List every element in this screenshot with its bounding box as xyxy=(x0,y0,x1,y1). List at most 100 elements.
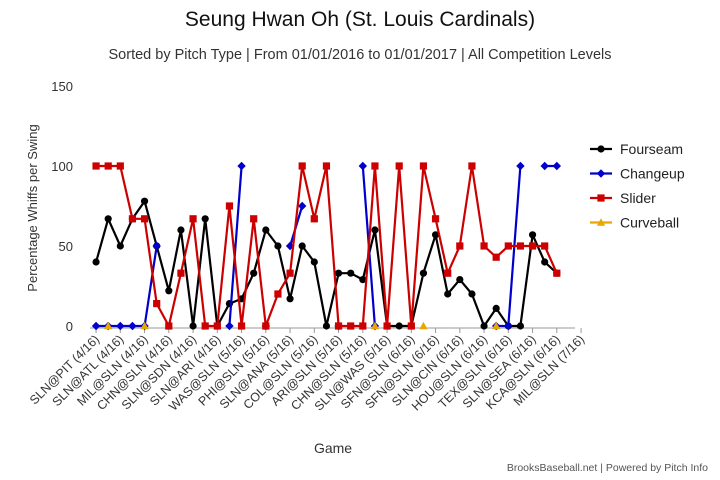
data-point xyxy=(359,322,367,330)
data-point xyxy=(153,300,161,308)
data-point xyxy=(492,253,500,261)
legend-item-slider: Slider xyxy=(590,190,656,206)
y-tick-label: 100 xyxy=(51,159,73,174)
data-point xyxy=(334,322,343,330)
data-point xyxy=(596,169,606,178)
data-point xyxy=(395,322,403,330)
data-point xyxy=(516,242,525,250)
credits: BrooksBaseball.net | Powered by Pitch In… xyxy=(506,462,708,474)
data-point xyxy=(371,162,379,170)
series-curveball xyxy=(103,321,501,330)
data-point xyxy=(116,162,124,170)
data-point xyxy=(104,215,112,223)
data-point xyxy=(358,161,368,171)
data-point xyxy=(103,321,113,330)
data-point xyxy=(419,269,428,277)
series-line xyxy=(95,200,558,328)
legend-item-changeup: Changeup xyxy=(590,166,685,182)
data-point xyxy=(92,258,100,266)
data-point xyxy=(480,242,488,250)
legend-label: Slider xyxy=(620,190,656,206)
legend-label: Changeup xyxy=(620,166,685,182)
x-axis-label: Game xyxy=(314,440,352,456)
y-axis-label: Percentage Whiffs per Swing xyxy=(25,124,40,291)
series-layer xyxy=(91,161,562,331)
data-point xyxy=(262,226,270,234)
data-point xyxy=(492,304,500,312)
data-point xyxy=(250,215,258,223)
data-point xyxy=(104,162,112,170)
data-point xyxy=(395,162,403,170)
data-point xyxy=(407,322,415,330)
x-axis: SLN@PIT (4/16)SLN@ATL (4/16)MIL@SLN (4/1… xyxy=(27,327,587,414)
legend-label: Curveball xyxy=(620,215,679,231)
data-point xyxy=(152,241,161,251)
data-point xyxy=(297,201,307,211)
data-point xyxy=(225,321,234,331)
data-point xyxy=(286,295,294,303)
data-point xyxy=(359,276,367,284)
data-point xyxy=(237,322,246,330)
data-point xyxy=(298,162,306,170)
data-point xyxy=(285,241,295,251)
data-point xyxy=(237,161,246,171)
data-point xyxy=(262,322,270,330)
data-point xyxy=(128,215,137,223)
series-line xyxy=(96,164,558,328)
y-tick-label: 0 xyxy=(66,319,73,334)
data-point xyxy=(201,322,209,330)
data-point xyxy=(444,269,452,277)
data-point xyxy=(491,321,501,330)
data-point xyxy=(541,258,549,266)
data-point xyxy=(250,269,258,277)
data-point xyxy=(116,321,125,331)
legend-item-fourseam: Fourseam xyxy=(590,141,683,157)
data-point xyxy=(528,242,537,250)
data-point xyxy=(541,242,549,250)
data-point xyxy=(371,226,379,234)
data-point xyxy=(504,321,513,331)
data-point xyxy=(128,321,137,331)
data-point xyxy=(468,162,476,170)
data-point xyxy=(456,242,464,250)
data-point xyxy=(165,287,173,295)
chart-title: Seung Hwan Oh (St. Louis Cardinals) xyxy=(184,8,536,31)
data-point xyxy=(383,322,391,330)
data-point xyxy=(298,242,306,250)
data-point xyxy=(140,215,149,223)
data-point xyxy=(456,276,464,284)
data-point xyxy=(431,215,440,223)
legend-item-curveball: Curveball xyxy=(590,215,679,231)
data-point xyxy=(528,231,537,239)
data-point xyxy=(597,194,605,202)
data-point xyxy=(516,322,525,330)
data-point xyxy=(540,161,549,171)
data-point xyxy=(504,242,512,250)
data-point xyxy=(553,269,561,277)
data-point xyxy=(177,226,185,234)
series-changeup xyxy=(91,161,562,331)
data-point xyxy=(444,290,452,298)
data-point xyxy=(322,322,331,330)
data-point xyxy=(480,322,488,330)
data-point xyxy=(286,269,294,277)
data-point xyxy=(116,242,124,250)
y-axis: 0 50 100 150 xyxy=(51,79,73,334)
data-point xyxy=(597,145,605,153)
data-point xyxy=(370,321,380,330)
legend: Fourseam Changeup Slider Curveball xyxy=(590,141,685,231)
data-point xyxy=(596,218,606,226)
data-point xyxy=(347,322,355,330)
legend-label: Fourseam xyxy=(620,141,683,157)
y-tick-label: 50 xyxy=(59,239,73,254)
data-point xyxy=(310,215,318,223)
data-point xyxy=(91,321,101,331)
series-line xyxy=(96,164,557,328)
data-point xyxy=(334,269,343,277)
data-point xyxy=(431,231,440,239)
series-slider xyxy=(92,162,561,330)
data-point xyxy=(322,162,331,170)
data-point xyxy=(189,215,197,223)
data-point xyxy=(310,258,318,266)
